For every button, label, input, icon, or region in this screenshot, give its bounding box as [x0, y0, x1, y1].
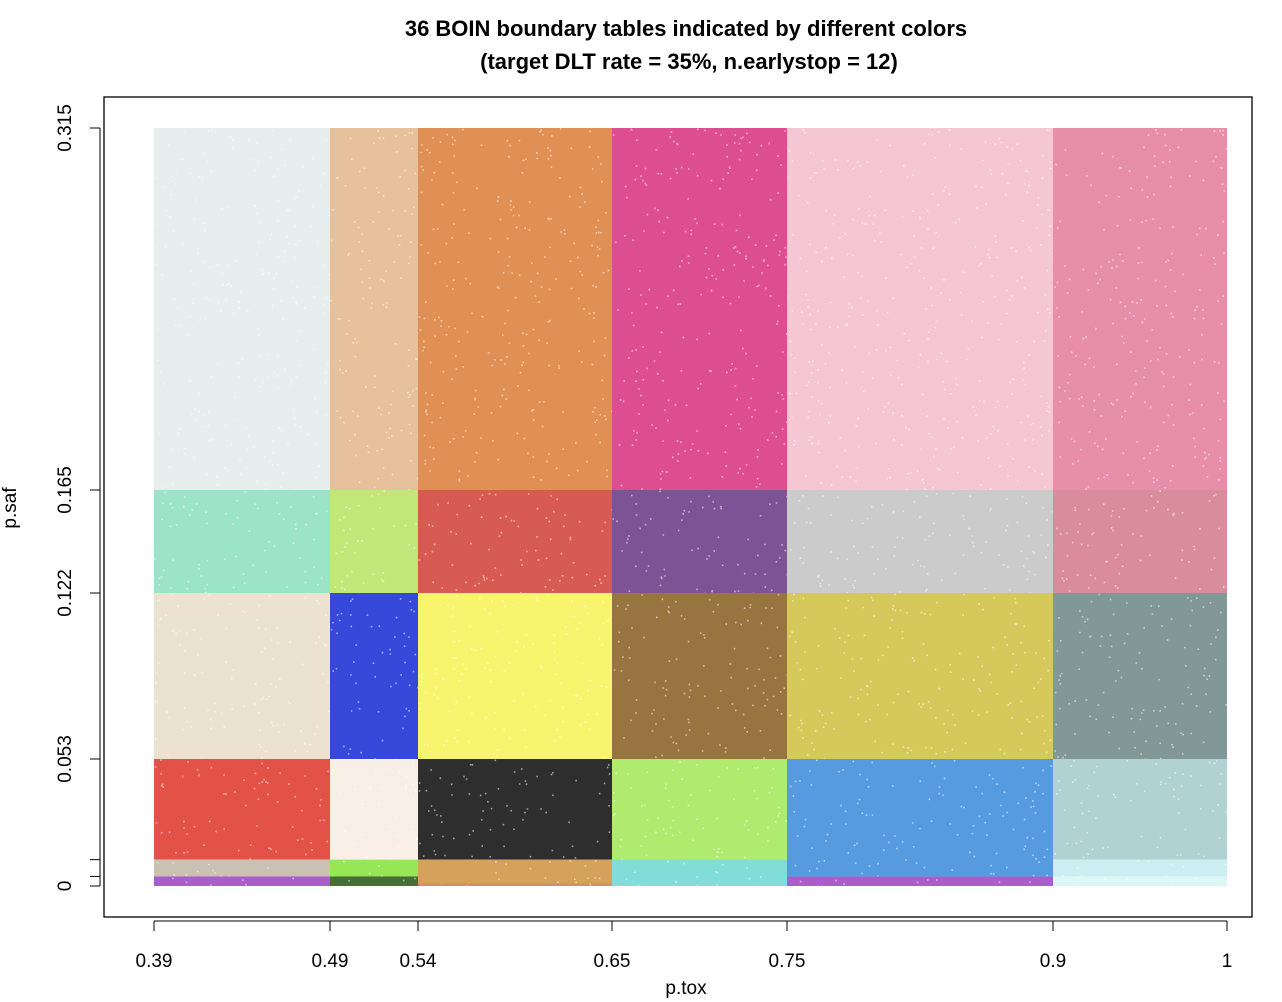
region-fill [154, 593, 330, 759]
y-tick-label: 0.053 [55, 735, 76, 783]
region-fill [787, 759, 1053, 877]
region-12 [1053, 490, 1227, 593]
region-fill [330, 490, 418, 593]
region-29 [787, 876, 1053, 888]
region-fill [612, 128, 787, 490]
region-2 [330, 128, 419, 491]
region-speckle [154, 491, 328, 595]
x-tick-label: 0.54 [400, 951, 437, 972]
region-7 [154, 490, 330, 595]
region-32 [330, 876, 418, 886]
region-fill [1053, 128, 1227, 490]
region-fill [418, 883, 612, 886]
region-18 [1053, 593, 1227, 761]
y-axis-label: p.saf [0, 487, 21, 529]
region-fill [330, 876, 418, 886]
region-fill [330, 859, 418, 877]
region-fill [154, 759, 330, 860]
region-17 [787, 593, 1053, 761]
region-16 [612, 593, 789, 759]
region-30 [1053, 859, 1227, 878]
x-tick-label: 0.65 [594, 951, 631, 972]
chart-subtitle: (target DLT rate = 35%, n.earlystop = 12… [480, 49, 898, 74]
region-20 [330, 759, 420, 862]
plot-frame [103, 96, 1253, 918]
y-tick-label: 0.165 [55, 466, 76, 514]
region-4 [612, 128, 789, 490]
region-9 [418, 490, 614, 594]
region-fill [418, 593, 612, 759]
region-fill [418, 490, 612, 593]
region-fill [330, 128, 418, 490]
y-tick-label: 0.122 [55, 569, 76, 617]
region-fill [154, 876, 330, 886]
region-11 [787, 490, 1054, 594]
region-fill [154, 128, 330, 490]
region-8 [330, 490, 418, 593]
x-tick-label: 0.75 [769, 951, 806, 972]
region-15 [418, 593, 614, 759]
x-tick-label: 1 [1222, 951, 1233, 972]
region-23 [787, 759, 1053, 877]
region-fill [1053, 593, 1227, 759]
region-13 [154, 593, 331, 760]
region-24 [1053, 759, 1227, 860]
region-fill [1053, 759, 1227, 860]
region-fill [1053, 859, 1227, 877]
region-33 [418, 883, 612, 887]
region-fill [154, 490, 330, 593]
region-26 [330, 859, 418, 878]
region-fill [1053, 490, 1227, 593]
x-axis: 0.39 0.49 0.54 0.65 0.75 0.9 1 [136, 920, 1233, 972]
region-speckle [799, 879, 1031, 888]
region-fill [418, 128, 612, 490]
region-5 [787, 128, 1054, 492]
region-layer [154, 128, 1229, 888]
region-fill [787, 128, 1053, 490]
region-31 [154, 876, 330, 887]
region-fill [154, 859, 330, 877]
region-14 [330, 593, 419, 761]
region-fill [612, 593, 787, 759]
region-fill [330, 759, 418, 860]
x-axis-label: p.tox [665, 978, 707, 999]
region-fill [787, 593, 1053, 759]
region-3 [418, 128, 613, 490]
y-tick-label: 0.315 [55, 104, 76, 152]
region-34 [1053, 876, 1227, 886]
y-axis: 0 0.053 0.122 0.165 0.315 [55, 104, 101, 892]
region-fill [612, 490, 787, 593]
region-fill [418, 759, 612, 860]
region-6 [1053, 128, 1229, 490]
region-28 [612, 859, 787, 888]
chart-title: 36 BOIN boundary tables indicated by dif… [405, 16, 967, 41]
x-tick-label: 0.49 [312, 951, 349, 972]
region-25 [154, 859, 330, 878]
region-speckle [154, 759, 329, 860]
region-speckle [336, 759, 420, 862]
region-1 [154, 128, 331, 491]
region-10 [612, 490, 789, 595]
x-tick-label: 0.9 [1040, 951, 1066, 972]
region-fill [1053, 876, 1227, 886]
region-21 [418, 759, 612, 861]
x-tick-label: 0.39 [136, 951, 173, 972]
region-fill [612, 859, 787, 886]
region-27 [418, 859, 612, 888]
region-fill [418, 859, 612, 886]
region-19 [154, 759, 330, 860]
region-fill [787, 490, 1053, 593]
region-fill [330, 593, 418, 759]
region-fill [787, 876, 1053, 886]
y-tick-label: 0 [55, 881, 76, 892]
